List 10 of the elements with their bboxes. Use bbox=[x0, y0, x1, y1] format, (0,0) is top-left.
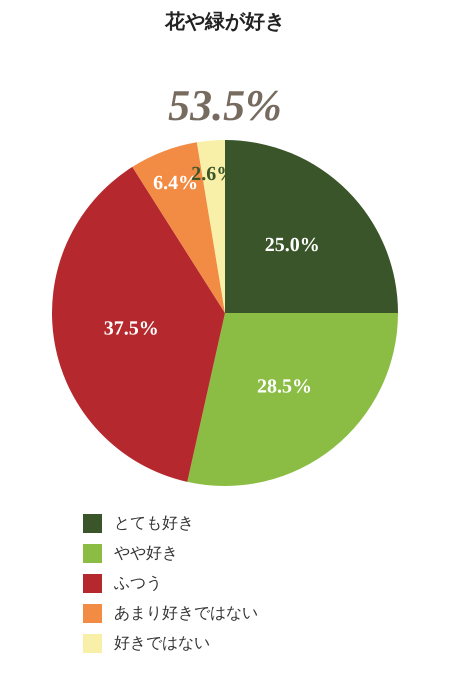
legend-label: あまり好きではない bbox=[114, 602, 258, 624]
legend-label: ふつう bbox=[114, 572, 162, 594]
legend-label: やや好き bbox=[114, 542, 178, 564]
legend-label: 好きではない bbox=[114, 632, 210, 654]
data-label: 37.5% bbox=[104, 318, 159, 340]
chart-title: 花や緑が好き bbox=[164, 8, 286, 35]
data-label: 25.0% bbox=[264, 234, 320, 256]
legend-label: とても好き bbox=[114, 512, 194, 534]
data-label: 28.5% bbox=[256, 375, 312, 398]
text: 53.5% bbox=[167, 80, 283, 131]
